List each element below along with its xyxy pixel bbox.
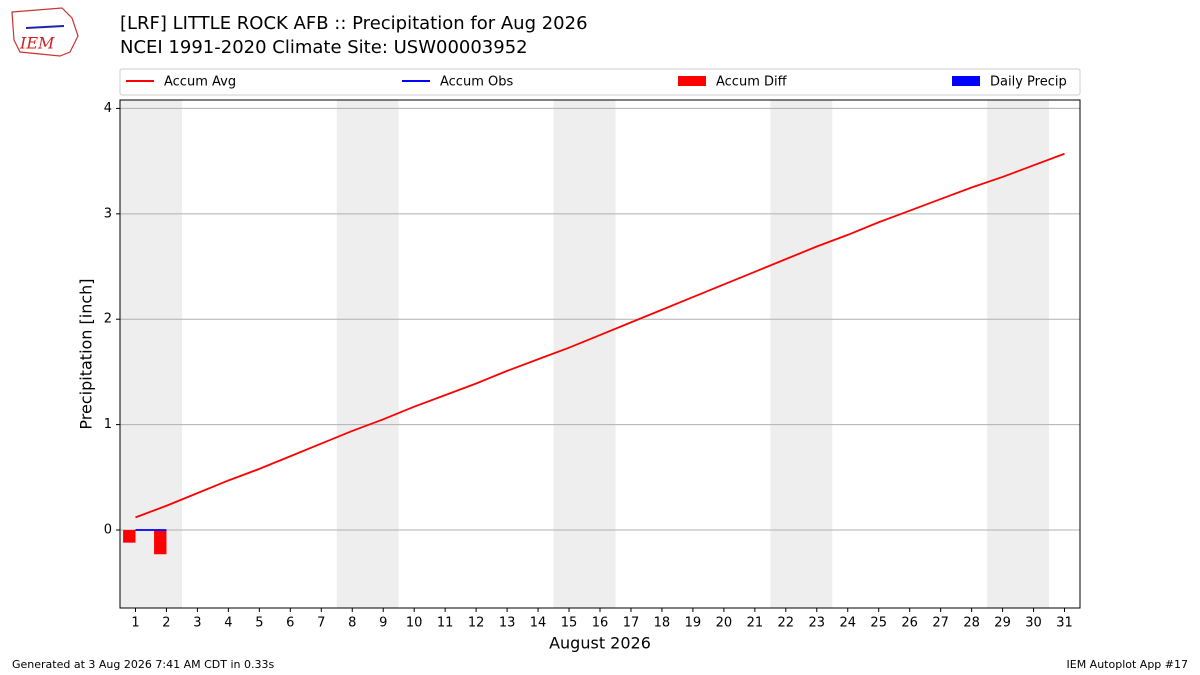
x-axis-label: August 2026 [549, 634, 651, 653]
x-tick-label: 3 [193, 616, 201, 631]
x-tick-label: 22 [778, 616, 795, 631]
x-tick-label: 9 [379, 616, 387, 631]
x-tick-label: 27 [932, 616, 949, 631]
y-tick-label: 0 [104, 523, 112, 538]
x-tick-label: 19 [685, 616, 702, 631]
x-tick-label: 28 [963, 616, 980, 631]
x-tick-label: 1 [131, 616, 139, 631]
x-tick-label: 8 [348, 616, 356, 631]
weekend-shade [987, 100, 1050, 608]
legend-box [119, 68, 1081, 96]
bar [123, 530, 136, 543]
weekend-shade [336, 100, 399, 608]
x-tick-label: 13 [499, 616, 516, 631]
x-tick-label: 10 [406, 616, 423, 631]
y-tick-label: 2 [104, 312, 112, 327]
y-tick-label: 3 [104, 206, 112, 221]
logo-outline [11, 7, 79, 57]
logo-text: IEM [19, 34, 55, 53]
legend-label: Accum Avg [164, 75, 236, 90]
x-tick-label: 21 [747, 616, 764, 631]
x-tick-label: 25 [870, 616, 887, 631]
logo: IEM [11, 7, 79, 57]
weekend-shade [770, 100, 833, 608]
y-tick-label: 1 [104, 417, 112, 432]
bar [154, 530, 167, 555]
series-line [135, 152, 1065, 519]
x-tick-label: 15 [561, 616, 578, 631]
legend-label: Daily Precip [990, 75, 1067, 90]
x-tick-label: 11 [437, 616, 454, 631]
y-tick-label: 4 [104, 101, 112, 116]
x-tick-label: 6 [286, 616, 294, 631]
x-tick-label: 30 [1025, 616, 1042, 631]
x-tick-label: 24 [839, 616, 856, 631]
x-tick-label: 2 [162, 616, 170, 631]
footer-right: IEM Autoplot App #17 [1067, 658, 1189, 671]
logo-bar [25, 25, 65, 29]
x-tick-label: 23 [809, 616, 826, 631]
plot-area [120, 100, 1080, 608]
x-tick-label: 12 [468, 616, 485, 631]
legend-swatch [678, 76, 706, 86]
weekend-shade [120, 100, 182, 608]
x-tick-label: 14 [530, 616, 547, 631]
chart-subtitle: NCEI 1991-2020 Climate Site: USW00003952 [120, 37, 528, 58]
x-tick-label: 5 [255, 616, 263, 631]
legend-label: Accum Obs [440, 75, 513, 90]
x-tick-label: 7 [317, 616, 325, 631]
x-tick-label: 31 [1056, 616, 1073, 631]
x-tick-label: 17 [623, 616, 640, 631]
chart-title: [LRF] LITTLE ROCK AFB :: Precipitation f… [120, 13, 588, 34]
legend-swatch [952, 76, 980, 86]
y-axis-label: Precipitation [inch] [77, 278, 96, 429]
x-tick-label: 20 [716, 616, 733, 631]
x-tick-label: 16 [592, 616, 609, 631]
x-tick-label: 4 [224, 616, 232, 631]
x-tick-label: 26 [901, 616, 918, 631]
x-tick-label: 18 [654, 616, 671, 631]
x-tick-label: 29 [994, 616, 1011, 631]
legend-label: Accum Diff [716, 75, 788, 90]
weekend-shade [553, 100, 616, 608]
footer-left: Generated at 3 Aug 2026 7:41 AM CDT in 0… [12, 658, 274, 671]
